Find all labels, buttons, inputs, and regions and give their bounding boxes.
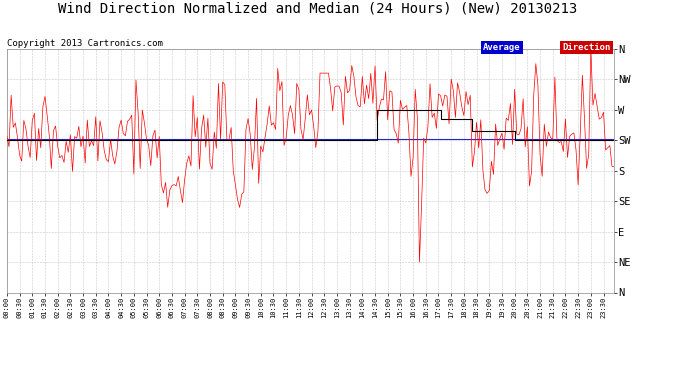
Text: Direction: Direction [562, 43, 611, 52]
Text: Average: Average [483, 43, 521, 52]
Text: Wind Direction Normalized and Median (24 Hours) (New) 20130213: Wind Direction Normalized and Median (24… [58, 2, 577, 16]
Text: Copyright 2013 Cartronics.com: Copyright 2013 Cartronics.com [7, 39, 163, 48]
